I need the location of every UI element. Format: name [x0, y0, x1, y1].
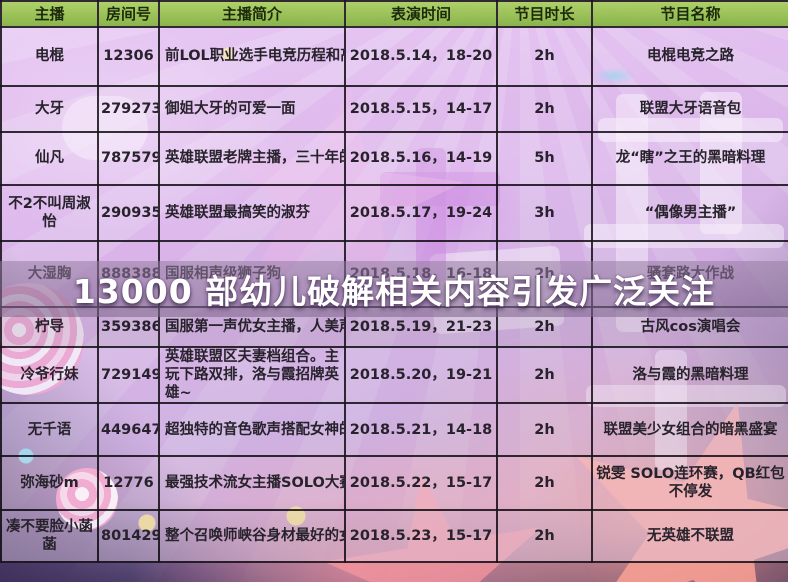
streamer-intro: 英雄联盟区夫妻档组合。主玩下路双排，洛与霞招牌英雄~: [158, 345, 346, 405]
room-number: 787579: [97, 131, 160, 186]
program-name: “偶像男主播”: [591, 184, 788, 242]
col-header-intro: 主播简介: [158, 0, 346, 28]
table-row: 电棍 12306 前LOL职业选手电竞历程和高端局的 2018.5.14，18-…: [0, 26, 788, 87]
streamer-intro: 御姐大牙的可爱一面: [158, 85, 346, 133]
table-row: 弥海砂m 12776 最强技术流女主播SOLO大赛 2018.5.22，15-1…: [0, 455, 788, 512]
show-duration: 2h: [496, 509, 593, 564]
table-row: 不2不叫周淑怡 290935 英雄联盟最搞笑的淑芬 2018.5.17，19-2…: [0, 184, 788, 242]
room-number: 2792730: [97, 85, 160, 133]
program-name: 联盟大牙语音包: [591, 85, 788, 133]
col-header-duration: 节目时长: [496, 0, 593, 28]
schedule-table: 主播 房间号 主播简介 表演时间 节目时长 节目名称 电棍 12306 前LOL…: [0, 0, 788, 564]
col-header-room: 房间号: [97, 0, 160, 28]
col-header-program: 节目名称: [591, 0, 788, 28]
streamer-name: 无千语: [0, 402, 99, 458]
show-time: 2018.5.17，19-24: [344, 184, 498, 242]
streamer-name: 电棍: [0, 26, 99, 87]
streamer-intro: 前LOL职业选手电竞历程和高端局的: [158, 26, 346, 87]
streamer-name: 大牙: [0, 85, 99, 133]
show-time: 2018.5.16，14-19: [344, 131, 498, 186]
room-number: 12306: [97, 26, 160, 87]
show-time: 2018.5.15，14-17: [344, 85, 498, 133]
streamer-name: 冷爷行妹: [0, 345, 99, 405]
room-number: 729149: [97, 345, 160, 405]
streamer-name: 凑不要脸小菡菡: [0, 509, 99, 564]
show-duration: 5h: [496, 131, 593, 186]
table-header: 主播 房间号 主播简介 表演时间 节目时长 节目名称: [0, 0, 788, 28]
program-name: 联盟美少女组合的暗黑盛宴: [591, 402, 788, 458]
streamer-intro: 英雄联盟老牌主播，三十年的祖传: [158, 131, 346, 186]
show-time: 2018.5.20，19-21: [344, 345, 498, 405]
room-number: 4496475: [97, 402, 160, 458]
show-duration: 2h: [496, 345, 593, 405]
show-duration: 2h: [496, 26, 593, 87]
table-row: 凑不要脸小菡菡 801429 整个召唤师峡谷身材最好的女主播 2018.5.23…: [0, 509, 788, 564]
show-time: 2018.5.22，15-17: [344, 455, 498, 512]
headline-banner: 13000 部幼儿破解相关内容引发广泛关注: [0, 261, 788, 317]
streamer-intro: 英雄联盟最搞笑的淑芬: [158, 184, 346, 242]
show-time: 2018.5.21，14-18: [344, 402, 498, 458]
show-duration: 2h: [496, 85, 593, 133]
show-time: 2018.5.23，15-17: [344, 509, 498, 564]
program-name: 龙“瞎”之王的黑暗料理: [591, 131, 788, 186]
table-row: 冷爷行妹 729149 英雄联盟区夫妻档组合。主玩下路双排，洛与霞招牌英雄~ 2…: [0, 345, 788, 405]
program-name: 锐雯 SOLO连环赛，QB红包不停发: [591, 455, 788, 512]
streamer-intro: 整个召唤师峡谷身材最好的女主播: [158, 509, 346, 564]
program-name: 无英雄不联盟: [591, 509, 788, 564]
table-row: 大牙 2792730 御姐大牙的可爱一面 2018.5.15，14-17 2h …: [0, 85, 788, 133]
col-header-time: 表演时间: [344, 0, 498, 28]
streamer-name: 弥海砂m: [0, 455, 99, 512]
table-row: 仙凡 787579 英雄联盟老牌主播，三十年的祖传 2018.5.16，14-1…: [0, 131, 788, 186]
show-duration: 2h: [496, 402, 593, 458]
streamer-name: 不2不叫周淑怡: [0, 184, 99, 242]
show-duration: 3h: [496, 184, 593, 242]
program-name: 洛与霞的黑暗料理: [591, 345, 788, 405]
room-number: 801429: [97, 509, 160, 564]
streamer-intro: 超独特的音色歌声搭配女神的外表: [158, 402, 346, 458]
streamer-name: 仙凡: [0, 131, 99, 186]
col-header-streamer: 主播: [0, 0, 99, 28]
header-row: 主播 房间号 主播简介 表演时间 节目时长 节目名称: [0, 0, 788, 28]
streamer-intro: 最强技术流女主播SOLO大赛: [158, 455, 346, 512]
headline-text: 13000 部幼儿破解相关内容引发广泛关注: [72, 272, 716, 311]
program-name: 电棍电竞之路: [591, 26, 788, 87]
show-duration: 2h: [496, 455, 593, 512]
table-row: 无千语 4496475 超独特的音色歌声搭配女神的外表 2018.5.21，14…: [0, 402, 788, 458]
room-number: 290935: [97, 184, 160, 242]
show-time: 2018.5.14，18-20: [344, 26, 498, 87]
room-number: 12776: [97, 455, 160, 512]
